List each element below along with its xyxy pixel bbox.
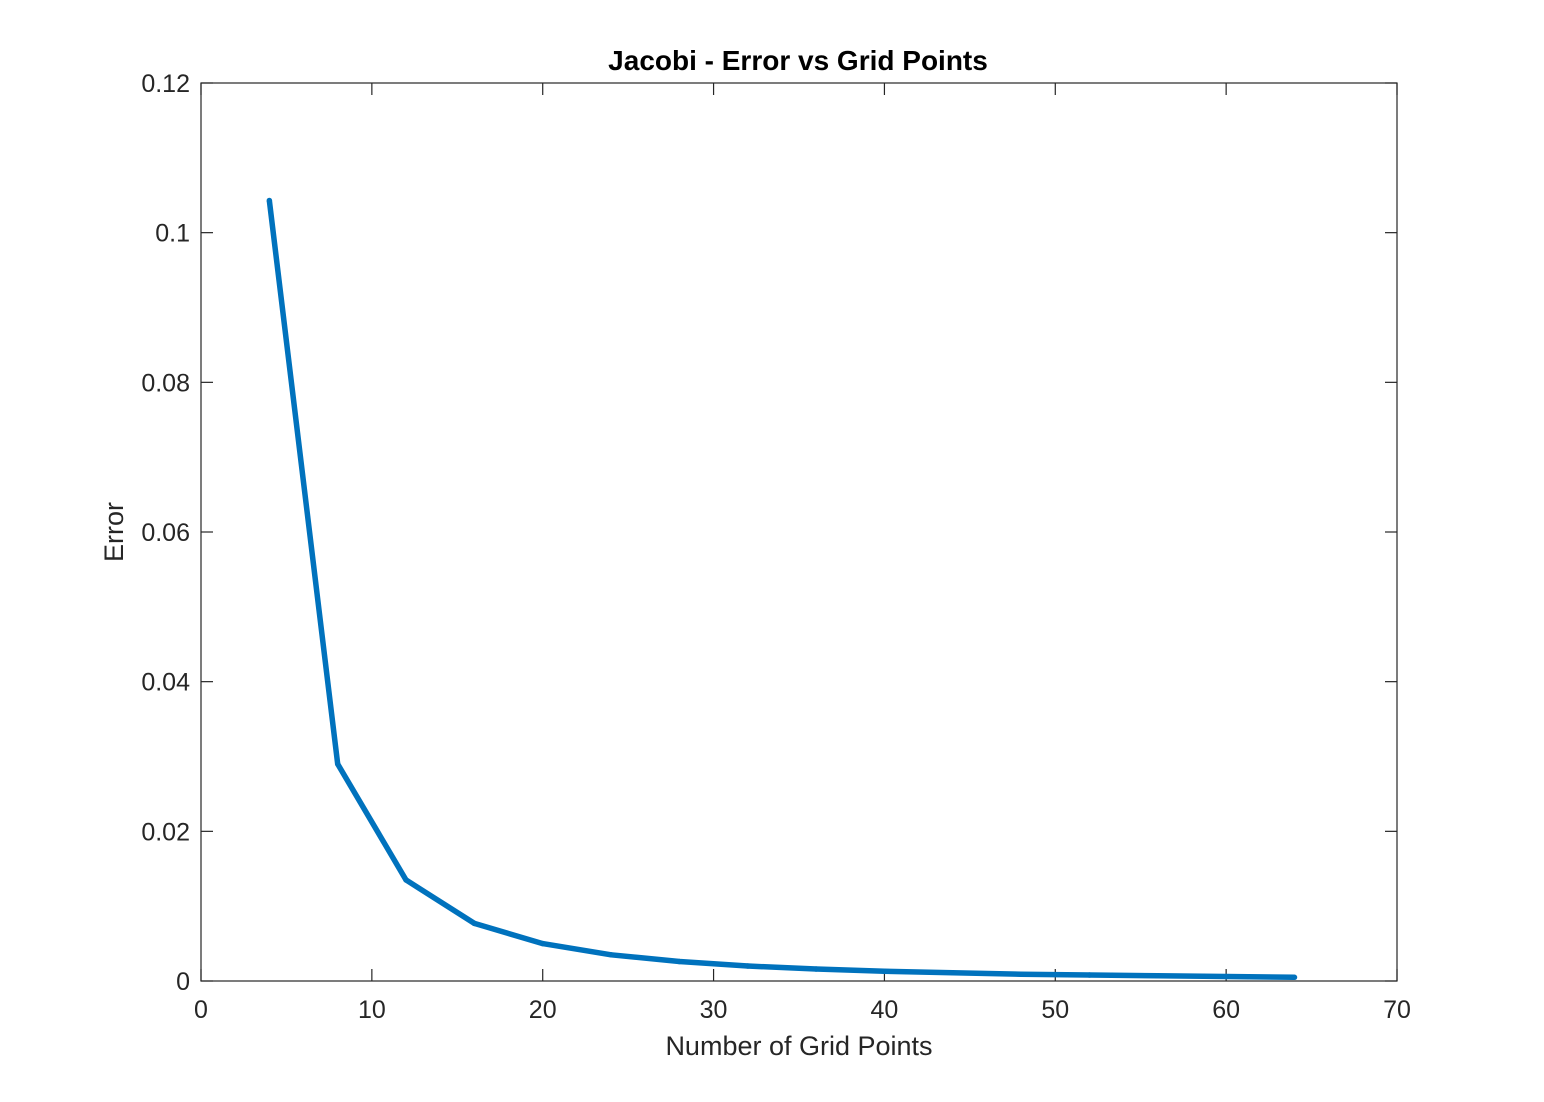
chart-title: Jacobi - Error vs Grid Points xyxy=(608,45,988,76)
data-point xyxy=(539,940,546,947)
data-point xyxy=(403,877,409,883)
y-tick-label: 0 xyxy=(176,968,190,996)
data-point xyxy=(608,952,614,958)
data-point xyxy=(471,920,478,927)
y-tick-label: 0.04 xyxy=(141,669,190,697)
x-tick-label: 40 xyxy=(871,996,899,1024)
x-tick-label: 30 xyxy=(700,996,728,1024)
data-point xyxy=(1018,971,1024,978)
data-point xyxy=(266,197,273,204)
data-point xyxy=(950,970,956,976)
data-point xyxy=(1086,972,1093,978)
x-tick-label: 10 xyxy=(358,996,386,1024)
data-point xyxy=(881,968,888,975)
y-tick-label: 0.02 xyxy=(141,818,190,846)
y-axis-label: Error xyxy=(99,502,129,562)
x-tick-label: 60 xyxy=(1212,996,1240,1024)
x-axis-label: Number of Grid Points xyxy=(665,1031,932,1061)
data-point xyxy=(1155,973,1161,979)
y-tick-label: 0.1 xyxy=(155,220,190,248)
x-tick-label: 0 xyxy=(194,996,208,1024)
y-tick-label: 0.06 xyxy=(141,519,190,547)
y-axis-ticks: 0 0.02 0.04 0.06 0.08 0.1 0.12 xyxy=(141,70,1397,996)
y-tick-label: 0.08 xyxy=(141,369,190,397)
series-line xyxy=(266,200,1295,981)
x-tick-label: 20 xyxy=(529,996,557,1024)
plot-area-frame xyxy=(200,82,1398,982)
data-point xyxy=(1223,973,1229,980)
data-point xyxy=(813,966,819,972)
data-point xyxy=(334,761,341,767)
x-axis-ticks: 0 10 20 30 40 50 60 70 xyxy=(194,83,1411,1024)
x-tick-label: 70 xyxy=(1383,996,1411,1024)
series-layer xyxy=(266,197,1298,981)
data-point xyxy=(744,963,751,969)
x-tick-label: 50 xyxy=(1041,996,1069,1024)
y-tick-label: 0.12 xyxy=(141,70,190,98)
data-point xyxy=(1291,974,1298,981)
data-point xyxy=(676,958,683,965)
